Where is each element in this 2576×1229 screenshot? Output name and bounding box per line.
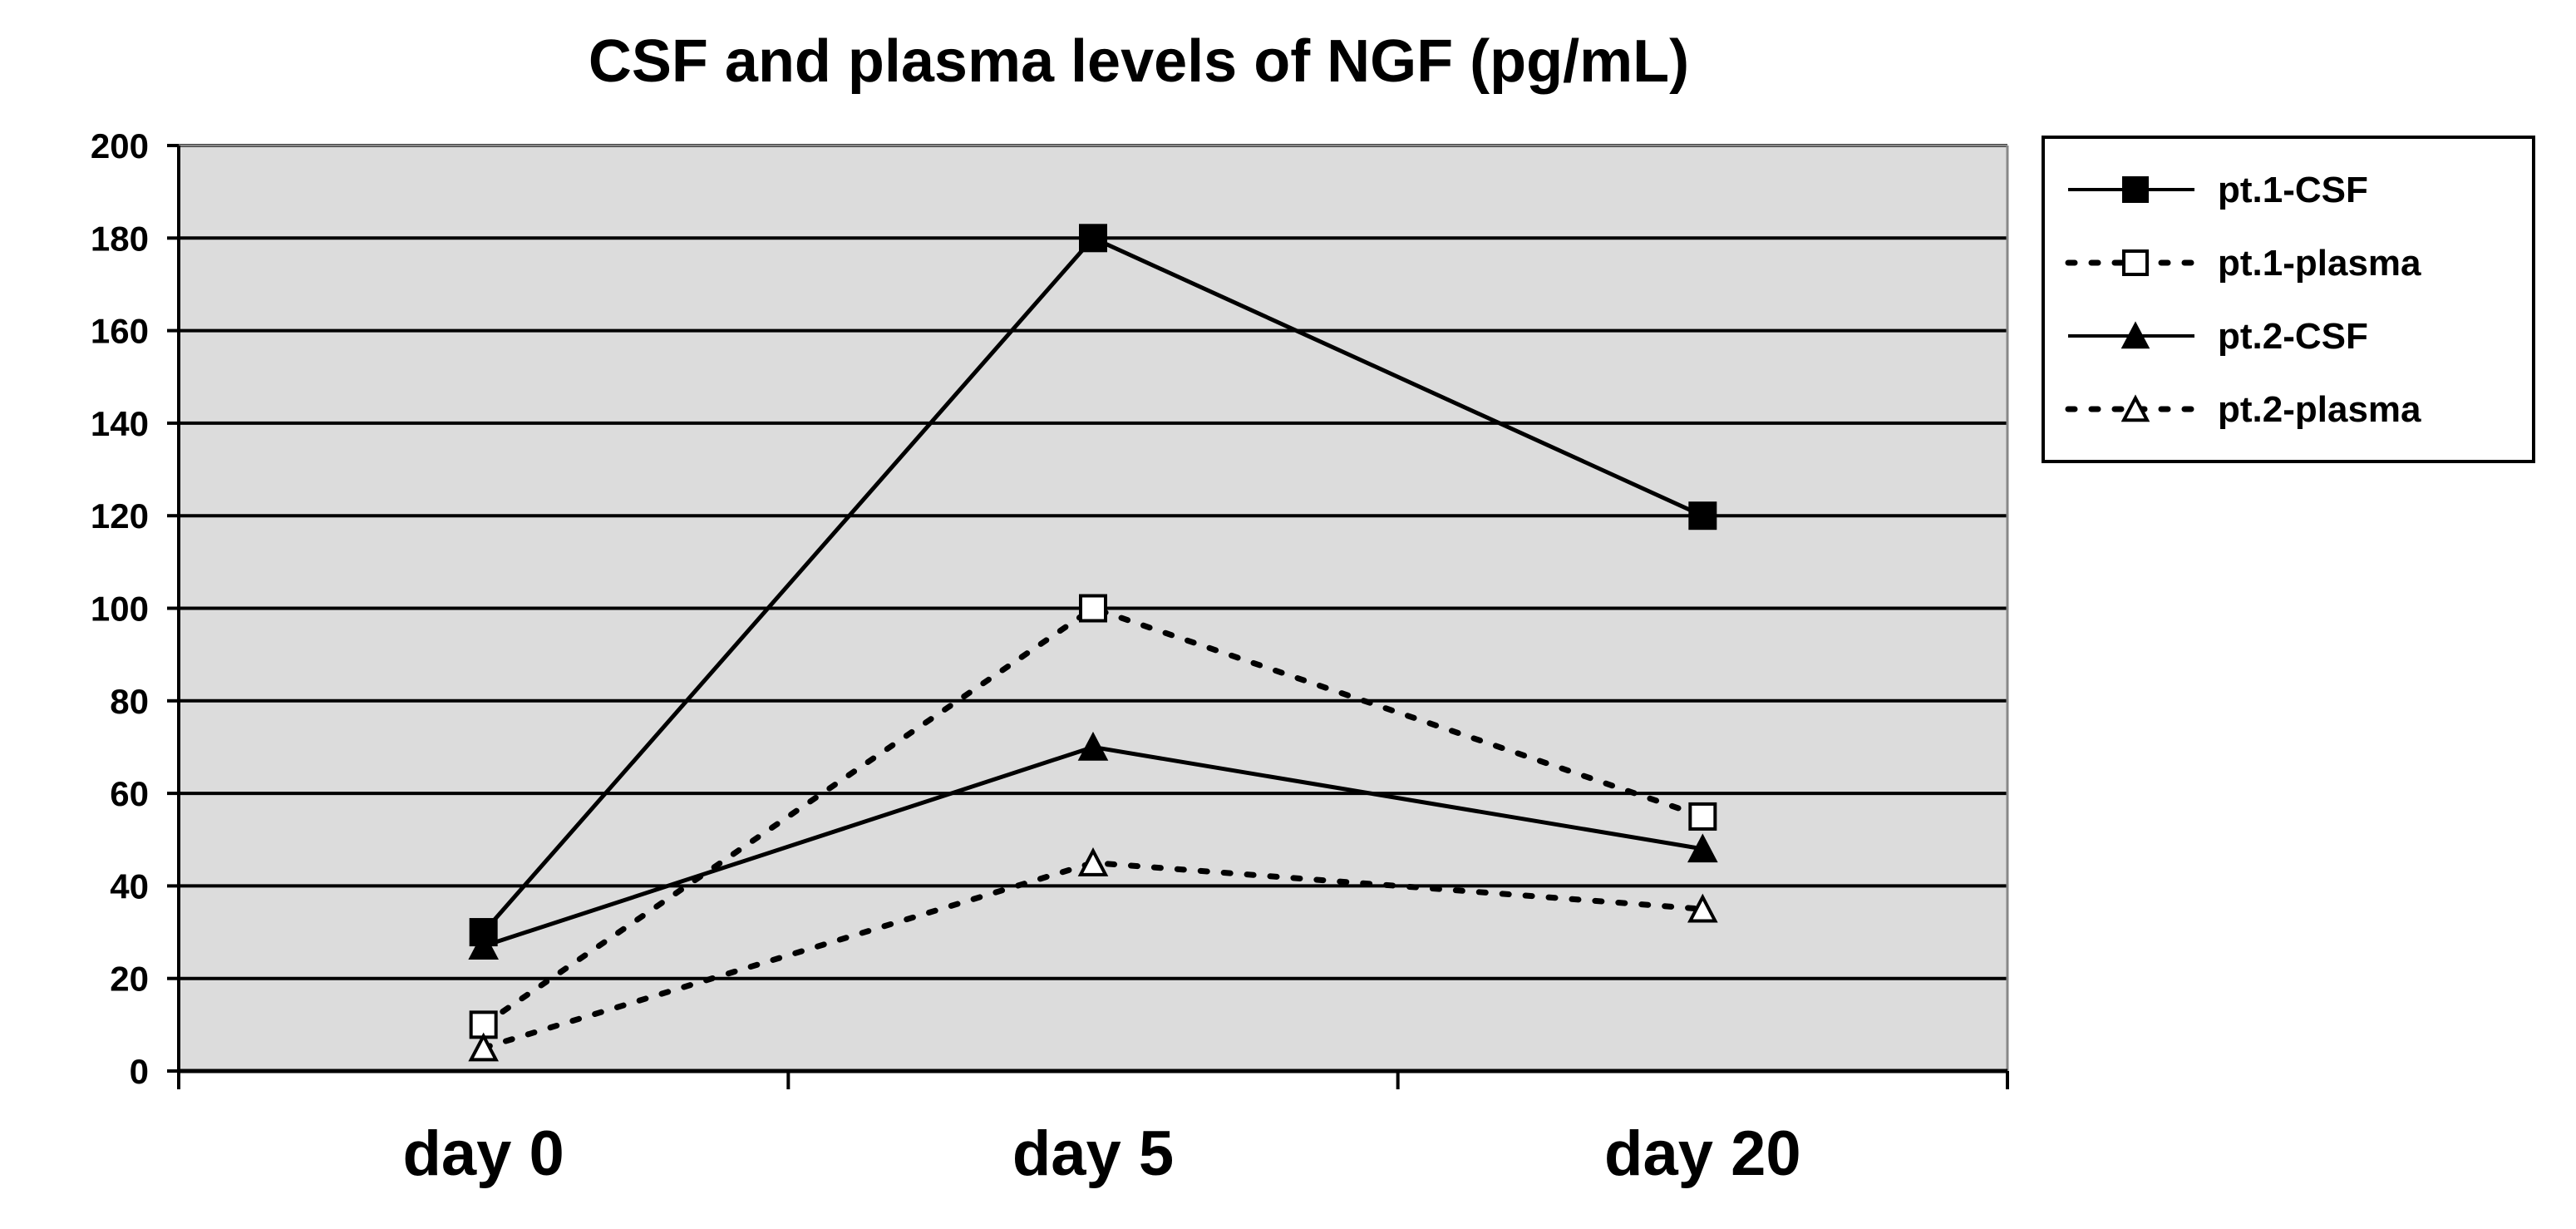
y-tick-label: 60 xyxy=(110,774,149,813)
series-pt.2-plasma xyxy=(468,847,1718,1062)
series-line xyxy=(480,605,1706,1028)
chart-title: CSF and plasma levels of NGF (pg/mL) xyxy=(589,28,1689,95)
data-point xyxy=(1688,501,1717,531)
data-point xyxy=(1687,893,1718,923)
y-tick-label: 140 xyxy=(91,404,149,443)
legend-marker xyxy=(2122,249,2149,276)
legend-label: pt.2-plasma xyxy=(2218,389,2421,430)
legend-label: pt.1-CSF xyxy=(2218,170,2368,210)
data-point xyxy=(1077,847,1109,876)
legend-entry: pt.2-plasma xyxy=(2065,389,2421,430)
y-tick-label: 180 xyxy=(91,219,149,258)
x-tick-label: day 0 xyxy=(402,1118,564,1189)
legend-marker xyxy=(2120,394,2150,422)
series-pt.1-CSF xyxy=(469,224,1717,947)
series-pt.2-CSF xyxy=(468,731,1718,960)
data-point xyxy=(1077,731,1109,761)
series-lines xyxy=(468,224,1718,1062)
legend-marker xyxy=(2122,176,2149,203)
legend: pt.1-CSF pt.1-plasma pt.2-CSF pt.2-plasma xyxy=(2042,136,2535,463)
y-tick-label: 100 xyxy=(91,590,149,629)
y-tick-label: 160 xyxy=(91,312,149,351)
data-point xyxy=(1079,594,1107,623)
x-tick-label: day 20 xyxy=(1604,1118,1801,1189)
y-tick-label: 0 xyxy=(130,1052,149,1091)
legend-label: pt.1-plasma xyxy=(2218,243,2421,284)
axes: 0 20 40 60 80 100 120 140 160 180 200 day 0 day 5 day… xyxy=(91,126,2009,1189)
y-tick-label: 120 xyxy=(91,496,149,536)
legend-entry: pt.2-CSF xyxy=(2068,316,2368,357)
data-point xyxy=(1079,224,1107,253)
y-tick-label: 20 xyxy=(110,960,149,999)
data-point xyxy=(468,1032,499,1062)
legend-entry: pt.1-CSF xyxy=(2068,170,2368,210)
data-point xyxy=(468,930,499,960)
y-tick-label: 40 xyxy=(110,866,149,906)
legend-label: pt.2-CSF xyxy=(2218,316,2368,357)
legend-marker xyxy=(2120,321,2150,349)
x-tick-label: day 5 xyxy=(1012,1118,1174,1189)
y-tick-label: 80 xyxy=(110,682,149,721)
data-point xyxy=(1687,833,1718,863)
legend-entry: pt.1-plasma xyxy=(2065,243,2421,284)
y-tick-label: 200 xyxy=(91,126,149,165)
data-point xyxy=(1688,802,1717,831)
